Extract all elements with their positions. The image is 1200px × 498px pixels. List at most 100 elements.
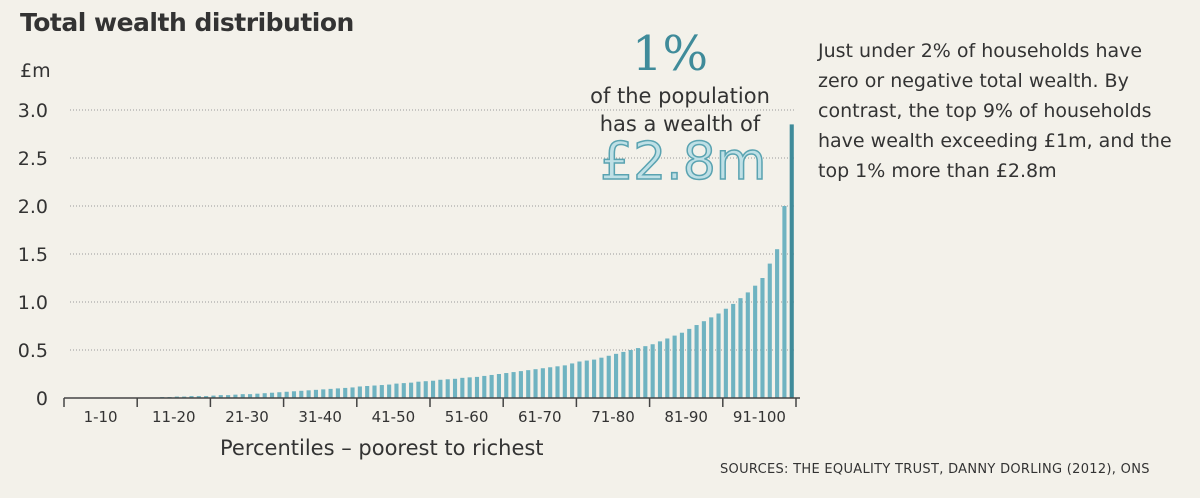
bar [643,346,648,398]
y-tick-label: 1.0 [18,292,48,314]
x-tick-label: 81-90 [664,408,708,426]
bar [482,375,487,398]
callout-text: of the population has a wealth of [575,82,785,138]
bar [284,391,289,398]
bar [218,395,223,398]
bar [489,374,494,398]
y-tick-label: 0 [36,388,48,410]
callout-line-1: of the population [590,84,770,108]
bar [694,325,699,398]
bar [665,338,670,398]
bar [262,393,267,398]
x-tick-label: 51-60 [445,408,489,426]
bar [343,387,348,398]
bar [679,332,684,398]
bar [562,365,567,398]
bar [189,396,194,398]
bar [335,388,340,398]
y-tick-label: 2.0 [18,196,48,218]
bar [606,355,611,398]
x-tick-label: 11-20 [152,408,196,426]
bar [438,379,443,398]
bar [196,396,201,398]
bar [650,344,655,398]
bar [291,391,297,398]
x-tick-label: 61-70 [518,408,562,426]
y-tick-label: 0.5 [18,340,48,362]
source-credit: SOURCES: THE EQUALITY TRUST, DANNY DORLI… [720,462,1150,477]
bar [775,249,780,398]
bar [387,384,392,398]
bar [379,385,384,398]
bar [313,389,318,398]
bar [599,357,604,398]
bar [431,380,436,398]
bar [701,321,706,398]
bar [584,360,589,398]
bar [621,351,626,398]
x-tick-label: 21-30 [225,408,269,426]
bar [306,390,311,398]
bar [467,377,472,398]
bar [555,366,560,398]
x-tick-label: 71-80 [591,408,635,426]
bar [548,367,553,398]
bar [240,394,245,398]
bar [460,377,465,398]
bar [248,394,253,398]
bar [211,395,216,398]
bar [321,389,326,398]
bar [657,341,663,398]
bar [745,292,750,398]
bar [577,361,582,398]
bar [496,374,501,398]
bar [709,317,714,398]
bar [233,394,238,398]
bar [409,382,414,398]
bar [533,369,538,398]
bar [416,381,421,398]
bar [570,363,575,398]
x-tick-label: 41-50 [372,408,416,426]
bar [540,368,545,398]
bar [452,378,458,398]
bar [328,388,333,398]
bar [445,379,450,398]
bar [365,386,370,398]
bar [511,372,516,398]
bar [526,370,531,398]
bar [635,348,641,398]
x-axis-title: Percentiles – poorest to richest [220,436,544,460]
y-tick-label: 2.5 [18,148,48,170]
bar [372,385,377,398]
bar [299,390,304,398]
callout-line-2: has a wealth of [599,112,761,136]
bar [614,353,619,398]
bar [394,383,399,398]
y-tick-label: 1.5 [18,244,48,266]
bar [277,392,282,398]
bar [401,383,406,398]
bar [504,373,509,398]
bar [731,303,736,398]
callout-value: £2.8m [599,131,767,193]
x-tick-label: 1-10 [84,408,118,426]
bar [226,395,231,398]
bar [518,371,523,398]
bar [767,263,772,398]
bar [255,393,260,398]
bar [738,298,743,398]
bar [269,392,275,398]
bar [789,124,794,399]
bar [723,308,728,398]
annotation-note: Just under 2% of households have zero or… [818,40,1172,182]
bar [782,206,787,398]
bar [753,285,758,398]
y-axis-unit: £m [20,60,51,82]
bar [592,359,597,398]
bar [628,350,633,398]
callout-percent: 1% [632,26,709,82]
bar [760,278,765,398]
